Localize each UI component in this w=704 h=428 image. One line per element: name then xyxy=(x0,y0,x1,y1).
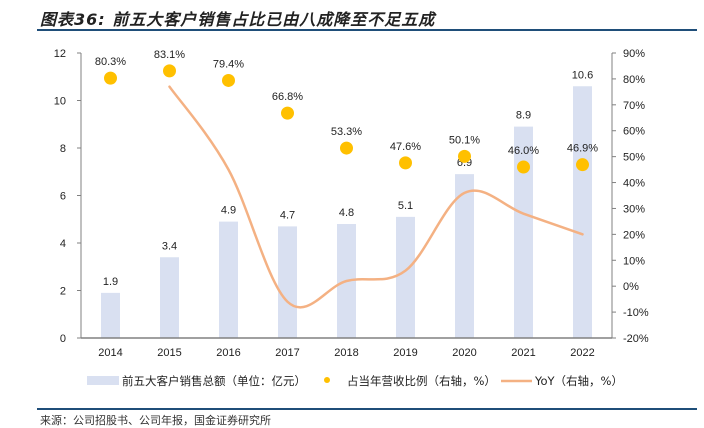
ratio-dot-2015 xyxy=(163,64,176,78)
legend-dot-swatch xyxy=(324,377,330,383)
source-note: 来源：公司招股书、公司年报，国金证券研究所 xyxy=(40,414,271,427)
bar-2017 xyxy=(278,226,297,338)
left-tick-label: 6 xyxy=(60,191,66,203)
legend: 前五大客户销售总额（单位：亿元） 占当年营收比例（右轴，%） YoY（右轴，%） xyxy=(87,374,623,388)
x-tick-label: 2019 xyxy=(393,347,417,359)
ratio-label-2016: 79.4% xyxy=(213,58,244,70)
ratio-label-2020: 50.1% xyxy=(449,134,480,146)
right-tick-label: 60% xyxy=(623,126,645,138)
ratio-label-2021: 46.0% xyxy=(508,145,539,157)
ratio-dot-2020 xyxy=(458,149,471,163)
right-tick-label: -10% xyxy=(623,307,649,319)
bar-label-2021: 8.9 xyxy=(516,110,531,122)
ratio-dot-2016 xyxy=(222,73,235,87)
legend-line-label: YoY（右轴，%） xyxy=(534,374,623,388)
right-tick-label: 10% xyxy=(623,255,645,267)
x-tick-label: 2018 xyxy=(334,347,358,359)
yoy-line-series xyxy=(168,85,584,309)
x-tick-label: 2017 xyxy=(275,347,299,359)
x-tick-label: 2016 xyxy=(216,347,240,359)
ratio-label-2015: 83.1% xyxy=(154,49,185,61)
ratio-label-2018: 53.3% xyxy=(331,126,362,138)
left-tick-label: 0 xyxy=(60,333,66,345)
bar-2021 xyxy=(514,126,533,338)
x-tick-label: 2022 xyxy=(570,347,594,359)
left-tick-label: 2 xyxy=(60,286,66,298)
x-tick-label: 2015 xyxy=(157,347,181,359)
left-tick-label: 8 xyxy=(60,143,66,155)
title-divider xyxy=(37,29,697,31)
right-tick-label: 70% xyxy=(623,100,645,112)
right-tick-label: 20% xyxy=(623,229,645,241)
right-tick-label: 50% xyxy=(623,152,645,164)
right-tick-label: 80% xyxy=(623,74,645,86)
bar-2016 xyxy=(219,221,238,338)
bar-label-2016: 4.9 xyxy=(221,205,236,217)
bar-2015 xyxy=(160,257,179,338)
bar-label-2015: 3.4 xyxy=(162,240,177,252)
right-tick-label: 90% xyxy=(623,48,645,60)
bar-label-2018: 4.8 xyxy=(339,207,354,219)
left-tick-label: 12 xyxy=(54,48,66,60)
ratio-dot-series: 80.3% 83.1% 79.4% 66.8% 53.3% 47.6% 50.1% 46.0%… xyxy=(95,49,598,174)
bar-2022 xyxy=(573,86,592,338)
right-tick-label: 30% xyxy=(623,203,645,215)
chart-title: 图表36: 前五大客户销售占比已由八成降至不足五成 xyxy=(40,10,436,29)
ratio-dot-2017 xyxy=(281,106,294,120)
right-tick-label: -20% xyxy=(623,333,649,345)
bar-label-2014: 1.9 xyxy=(103,276,118,288)
left-tick-label: 10 xyxy=(54,96,66,108)
ratio-label-2022: 46.9% xyxy=(567,143,598,155)
ratio-dot-2021 xyxy=(517,160,530,174)
bar-label-2019: 5.1 xyxy=(398,200,413,212)
ratio-dot-2019 xyxy=(399,156,412,170)
legend-bar-swatch xyxy=(87,376,119,385)
bar-series: 1.93.44.9 4.7 4.85.16.98.910.6 xyxy=(101,69,593,338)
bar-2020 xyxy=(455,174,474,338)
yoy-line xyxy=(168,85,584,309)
ratio-dot-2022 xyxy=(576,158,589,172)
footer-divider xyxy=(37,408,697,410)
legend-bar-label: 前五大客户销售总额（单位：亿元） xyxy=(122,374,306,388)
bar-label-2022: 10.6 xyxy=(572,69,593,81)
ratio-label-2014: 80.3% xyxy=(95,56,126,68)
ratio-dot-2018 xyxy=(340,141,353,155)
bar-2019 xyxy=(396,216,415,338)
right-tick-label: 40% xyxy=(623,178,645,190)
ratio-label-2019: 47.6% xyxy=(390,141,421,153)
right-tick-label: 0% xyxy=(623,281,639,293)
bar-2014 xyxy=(101,292,120,338)
ratio-dot-2014 xyxy=(104,71,117,85)
x-tick-label: 2020 xyxy=(452,347,476,359)
bar-label-2017: 4.7 xyxy=(280,209,295,221)
axes: 0 2 4 6 8 10 12 -20% -10% 0% 10% 20% 30% 40% 50% 60% 70%… xyxy=(54,48,649,359)
x-tick-label: 2014 xyxy=(98,347,122,359)
left-tick-label: 4 xyxy=(60,238,66,250)
ratio-label-2017: 66.8% xyxy=(272,91,303,103)
legend-dot-label: 占当年营收比例（右轴，%） xyxy=(347,374,496,388)
x-tick-label: 2021 xyxy=(511,347,535,359)
